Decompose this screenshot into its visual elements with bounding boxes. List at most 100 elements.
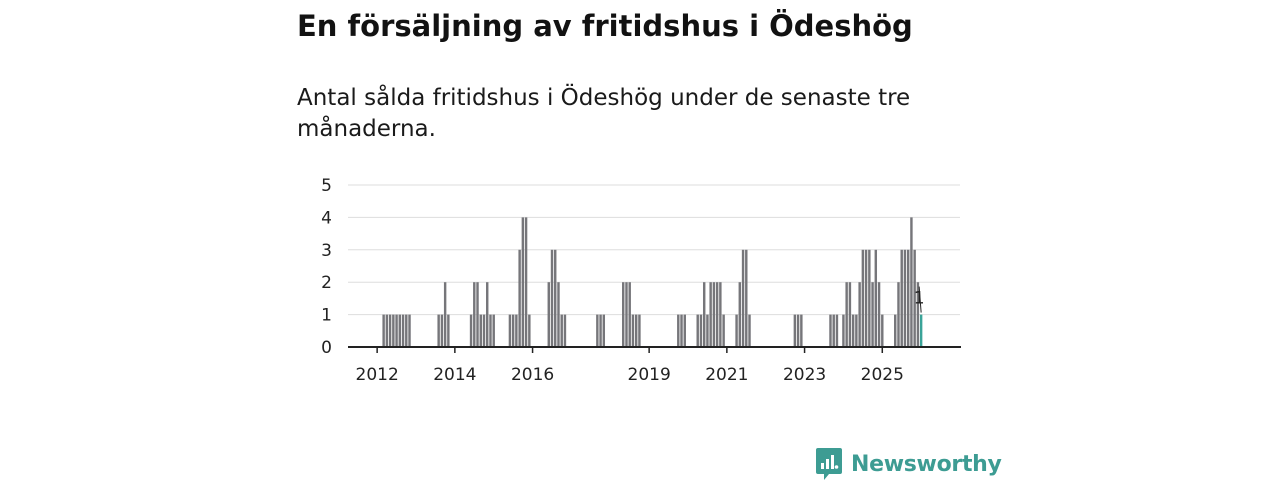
- y-tick-label-5: 5: [321, 176, 332, 196]
- bar-68: [848, 282, 852, 347]
- bar-41: [634, 314, 638, 347]
- bar-83: [906, 249, 910, 347]
- bar-59: [748, 314, 751, 347]
- bar-10: [440, 314, 444, 347]
- bar-19: [489, 314, 492, 347]
- bar-28: [547, 282, 550, 347]
- bar-62: [800, 314, 803, 347]
- bar-67: [845, 282, 848, 347]
- bar-82: [903, 249, 907, 347]
- bar-chart: 0 1 2 3 4 5 2012 2014 2016 2019 2021 2023 2025 1: [321, 176, 961, 385]
- x-tick-label-2014: 2014: [433, 365, 476, 385]
- bar-26: [524, 217, 528, 347]
- bar-23: [515, 314, 518, 347]
- chart-card: En försäljning av fritidshus i Ödeshög A…: [297, 0, 1002, 480]
- bar-54: [722, 314, 725, 347]
- bar-36: [602, 314, 606, 347]
- page-title: En försäljning av fritidshus i Ödeshög: [297, 9, 913, 43]
- bar-45: [683, 314, 686, 347]
- bar-32: [560, 314, 563, 347]
- bar-72: [861, 249, 865, 347]
- annotation-leader: [918, 286, 922, 313]
- x-tick-label-2019: 2019: [628, 365, 671, 385]
- bar-20: [492, 314, 495, 347]
- bar-44: [680, 314, 683, 347]
- bar-75: [871, 282, 874, 347]
- bar-48: [702, 282, 706, 347]
- bar-29: [550, 249, 554, 347]
- bar-56: [738, 282, 742, 347]
- chart-subtitle: Antal sålda fritidshus i Ödeshög under d…: [297, 85, 911, 142]
- bar-51: [712, 282, 716, 347]
- x-tick-label-2016: 2016: [511, 365, 554, 385]
- x-tick-label-2012: 2012: [356, 365, 399, 385]
- bar-2: [388, 314, 392, 347]
- bar-24: [518, 249, 521, 347]
- bar-61: [796, 314, 800, 347]
- bar-1: [385, 314, 389, 347]
- bar-76: [874, 249, 878, 347]
- bar-78: [881, 314, 884, 347]
- bar-22: [511, 314, 515, 347]
- bar-16: [479, 314, 482, 347]
- newsworthy-logo: Newsworthy: [815, 446, 1002, 480]
- bar-8: [408, 314, 411, 347]
- bar-27: [528, 314, 531, 347]
- bar-46: [696, 314, 699, 347]
- bar-30: [554, 249, 557, 347]
- x-tick-label-2025: 2025: [861, 365, 904, 385]
- bar-47: [699, 314, 703, 347]
- bar-79: [894, 314, 897, 347]
- bar-21: [508, 314, 512, 347]
- bar-5: [398, 314, 402, 347]
- y-tick-label-3: 3: [321, 241, 332, 261]
- bar-3: [392, 314, 395, 347]
- bar-49: [706, 314, 709, 347]
- bar-11: [443, 282, 447, 347]
- annotation-label: 1: [914, 289, 925, 309]
- bar-86: [916, 282, 920, 347]
- bar-25: [521, 217, 525, 347]
- y-tick-label-4: 4: [321, 208, 332, 228]
- bar-81: [900, 249, 903, 347]
- bar-71: [858, 282, 861, 347]
- bar-40: [631, 314, 635, 347]
- x-tick-label-2021: 2021: [705, 365, 748, 385]
- y-tick-label-1: 1: [321, 306, 332, 326]
- bar-latest: [919, 314, 923, 347]
- bar-31: [557, 282, 560, 347]
- x-tick-label-2023: 2023: [783, 365, 826, 385]
- bar-34: [596, 314, 599, 347]
- bar-52: [715, 282, 719, 347]
- bar-80: [897, 282, 900, 347]
- bar-18: [486, 282, 489, 347]
- bar-85: [913, 249, 916, 347]
- bar-37: [622, 282, 625, 347]
- bar-64: [832, 314, 835, 347]
- bar-14: [473, 282, 476, 347]
- y-tick-label-0: 0: [321, 338, 332, 358]
- bar-57: [741, 249, 745, 347]
- bar-66: [842, 314, 845, 347]
- bar-12: [447, 314, 450, 347]
- bar-58: [745, 249, 748, 347]
- bar-15: [476, 282, 479, 347]
- bar-77: [877, 282, 881, 347]
- bar-9: [437, 314, 440, 347]
- bar-84: [910, 217, 913, 347]
- bar-13: [469, 314, 473, 347]
- bar-33: [563, 314, 567, 347]
- bar-17: [482, 314, 486, 347]
- bar-7: [405, 314, 408, 347]
- bar-38: [625, 282, 628, 347]
- bar-73: [864, 249, 868, 347]
- bar-70: [855, 314, 858, 347]
- bar-42: [638, 314, 641, 347]
- newsworthy-icon: [816, 448, 842, 480]
- bar-65: [835, 314, 839, 347]
- brand-name: Newsworthy: [851, 451, 1002, 477]
- bar-39: [628, 282, 631, 347]
- bar-74: [868, 249, 871, 347]
- bar-0: [382, 314, 385, 347]
- bar-4: [395, 314, 398, 347]
